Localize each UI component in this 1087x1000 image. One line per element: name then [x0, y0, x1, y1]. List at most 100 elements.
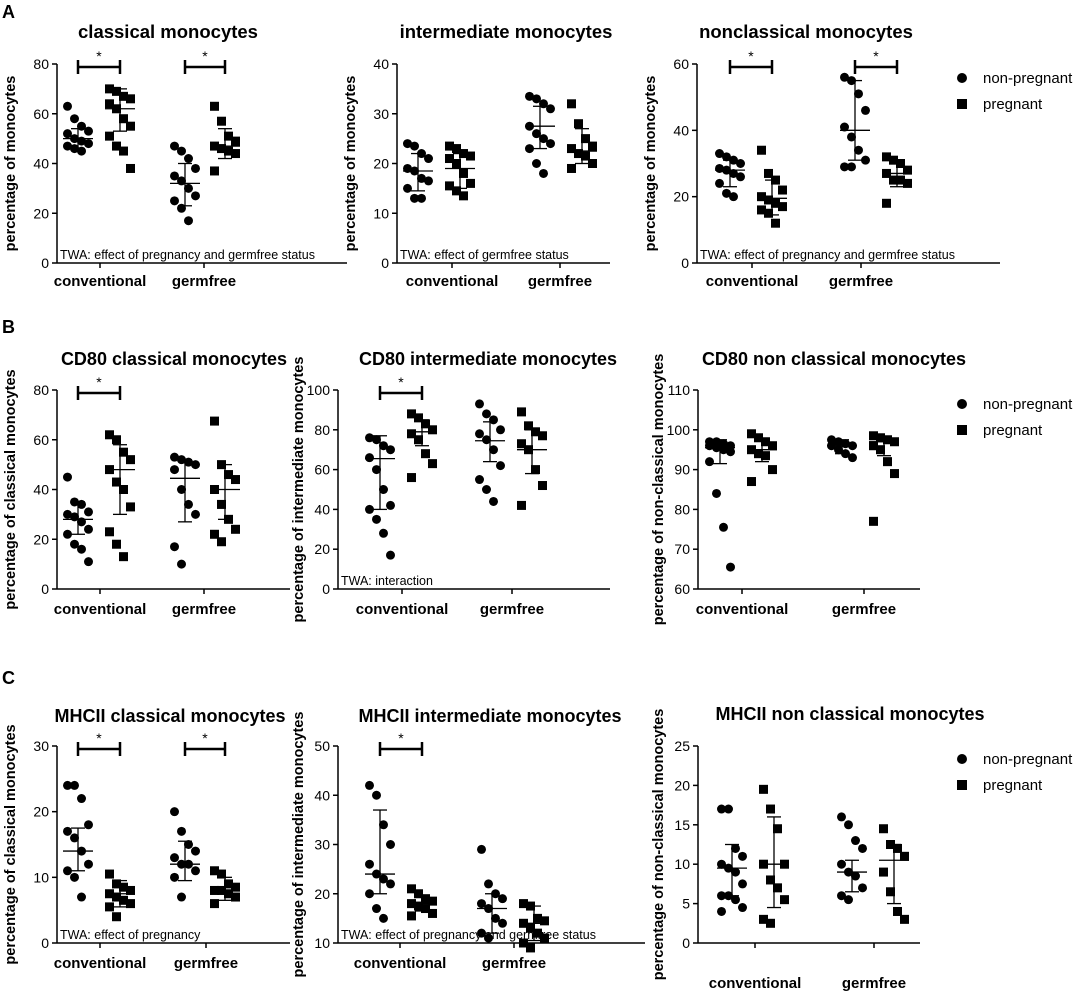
data-point-non-pregnant	[546, 104, 555, 114]
data-point-non-pregnant	[705, 457, 714, 467]
data-point-non-pregnant	[539, 168, 548, 178]
data-point-non-pregnant	[63, 129, 72, 139]
y-tick-label: 20	[33, 205, 49, 221]
data-point-pregnant	[119, 552, 128, 562]
data-point-non-pregnant	[477, 899, 486, 909]
data-point-pregnant	[119, 895, 128, 905]
x-tick-label: germfree	[528, 273, 592, 290]
data-point-pregnant	[105, 131, 114, 141]
data-point-non-pregnant	[386, 500, 395, 510]
data-point-non-pregnant	[532, 129, 541, 139]
data-point-pregnant	[126, 885, 135, 895]
chart-title: intermediate monocytes	[400, 21, 613, 42]
data-point-non-pregnant	[170, 872, 179, 882]
y-tick-label: 0	[682, 935, 690, 951]
data-point-pregnant	[105, 902, 114, 912]
data-point-non-pregnant	[837, 891, 846, 901]
data-point-non-pregnant	[77, 794, 86, 804]
data-point-non-pregnant	[170, 171, 179, 181]
data-point-non-pregnant	[738, 879, 747, 889]
data-point-non-pregnant	[372, 435, 381, 445]
data-point-non-pregnant	[726, 447, 735, 457]
data-point-non-pregnant	[861, 155, 870, 165]
data-point-pregnant	[757, 145, 766, 155]
data-point-non-pregnant	[386, 840, 395, 849]
x-tick-label: conventional	[709, 975, 802, 992]
data-point-non-pregnant	[475, 429, 484, 439]
data-point-non-pregnant	[372, 514, 381, 524]
data-point-non-pregnant	[170, 542, 179, 552]
data-point-pregnant	[414, 413, 423, 423]
data-point-non-pregnant	[84, 557, 93, 567]
data-point-non-pregnant	[410, 141, 419, 151]
data-point-pregnant	[428, 908, 437, 918]
data-point-non-pregnant	[496, 461, 505, 471]
data-point-pregnant	[889, 175, 898, 185]
y-tick-label: 25	[674, 738, 690, 754]
x-tick-label: conventional	[54, 601, 147, 618]
data-point-pregnant	[524, 421, 533, 431]
y-tick-label: 0	[41, 935, 49, 951]
data-point-non-pregnant	[729, 168, 738, 178]
data-point-pregnant	[747, 477, 756, 487]
y-tick-label: 40	[373, 56, 389, 72]
data-point-non-pregnant	[84, 126, 93, 136]
data-point-pregnant	[540, 916, 549, 926]
data-point-non-pregnant	[417, 173, 426, 183]
data-point-pregnant	[407, 429, 416, 439]
twa-annotation: TWA: effect of pregnancy and germfree st…	[341, 928, 596, 942]
legend-square-marker	[957, 425, 967, 435]
y-tick-label: 40	[33, 482, 49, 498]
data-point-pregnant	[893, 843, 902, 853]
data-point-pregnant	[421, 904, 430, 914]
data-point-pregnant	[766, 875, 775, 885]
data-point-non-pregnant	[539, 134, 548, 144]
y-tick-label: 10	[674, 856, 690, 872]
data-point-pregnant	[526, 943, 535, 953]
data-point-pregnant	[231, 475, 240, 485]
data-point-non-pregnant	[177, 485, 186, 494]
data-point-non-pregnant	[847, 132, 856, 142]
data-point-non-pregnant	[424, 176, 433, 186]
data-point-non-pregnant	[719, 522, 728, 532]
data-point-pregnant	[210, 166, 219, 176]
data-point-pregnant	[126, 94, 135, 104]
data-point-pregnant	[112, 86, 121, 96]
y-tick-label: 20	[33, 804, 49, 820]
chart-title: CD80 non classical monocytes	[702, 349, 966, 369]
data-point-pregnant	[757, 205, 766, 215]
data-point-non-pregnant	[84, 820, 93, 830]
data-point-pregnant	[766, 918, 775, 928]
data-point-pregnant	[869, 431, 878, 441]
data-point-pregnant	[747, 429, 756, 439]
data-point-non-pregnant	[489, 445, 498, 455]
data-point-pregnant	[538, 481, 547, 491]
data-point-non-pregnant	[491, 913, 500, 923]
data-point-pregnant	[119, 146, 128, 156]
data-point-non-pregnant	[191, 163, 200, 173]
data-point-pregnant	[771, 218, 780, 228]
y-tick-label: 40	[673, 122, 689, 138]
panel-label-b: B	[2, 317, 15, 337]
data-point-pregnant	[428, 459, 437, 469]
legend-label-non-pregnant: non-pregnant	[983, 70, 1073, 87]
data-point-pregnant	[780, 895, 789, 905]
data-point-non-pregnant	[191, 509, 200, 519]
data-point-pregnant	[531, 465, 540, 475]
legend-row-b: non-pregnant pregnant	[957, 396, 1073, 439]
data-point-non-pregnant	[475, 399, 484, 409]
data-point-non-pregnant	[184, 154, 193, 164]
chart-a2: intermediate monocytes percentage of mono…	[343, 21, 612, 290]
y-tick-label: 60	[33, 106, 49, 122]
x-tick-label: conventional	[356, 601, 449, 618]
data-point-non-pregnant	[482, 485, 491, 494]
legend-square-marker	[957, 780, 967, 790]
significance-label: *	[96, 730, 102, 746]
data-point-non-pregnant	[731, 867, 740, 877]
data-point-pregnant	[210, 899, 219, 909]
data-point-pregnant	[581, 134, 590, 144]
y-tick-label: 15	[674, 817, 690, 833]
data-point-pregnant	[421, 894, 430, 904]
data-point-non-pregnant	[184, 499, 193, 509]
data-point-pregnant	[452, 159, 461, 168]
